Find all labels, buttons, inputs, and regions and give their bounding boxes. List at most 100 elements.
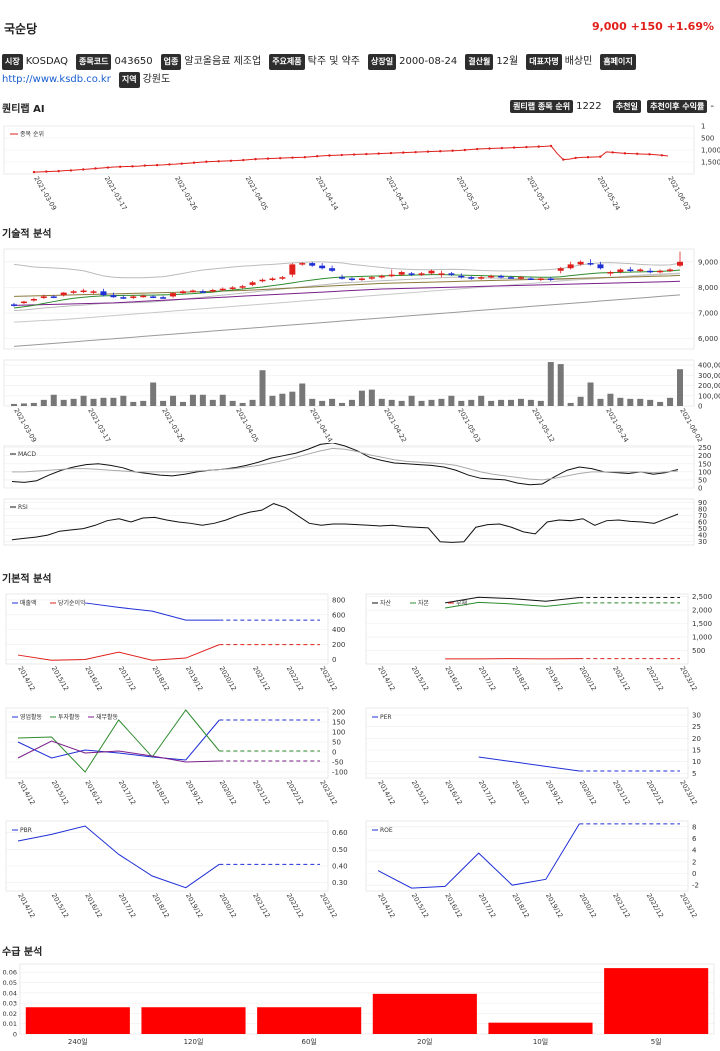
x-tick-label: 2022/12 — [285, 779, 305, 806]
legend-label: PBR — [20, 827, 32, 834]
y-tick-label: 2,000 — [692, 607, 712, 615]
rank-point — [328, 154, 331, 157]
info-value: 12월 — [496, 56, 519, 67]
volume-bar — [189, 394, 196, 406]
info-value: 강원도 — [142, 74, 171, 85]
candle-body — [219, 288, 226, 291]
y-tick-label: 0.30 — [332, 879, 348, 887]
volume-bar — [418, 400, 425, 406]
series-line — [17, 740, 220, 763]
rank-point — [402, 151, 405, 154]
x-tick-label: 2018/12 — [510, 892, 530, 919]
y-tick-label: 0 — [332, 656, 336, 664]
volume-bar — [398, 400, 405, 406]
candle-body — [90, 291, 97, 293]
rank-point — [266, 157, 270, 160]
rank-point — [599, 155, 602, 158]
legend-label: MACD — [18, 451, 36, 458]
indicator-line — [11, 503, 679, 543]
legend-label: 부채 — [456, 599, 467, 607]
rank-point — [537, 145, 540, 148]
candle-body — [339, 277, 346, 279]
y-tick-label: 6,000 — [698, 335, 718, 343]
x-tick-label: 2017/12 — [477, 779, 497, 806]
rank-point — [303, 155, 307, 159]
x-tick-label: 2021/12 — [251, 665, 271, 692]
volume-bar — [70, 398, 77, 406]
x-tick-label: 2016/12 — [443, 665, 463, 692]
volume-bar — [50, 394, 57, 406]
volume-bar — [567, 402, 574, 406]
rank-point — [279, 156, 282, 160]
candle-body — [547, 278, 554, 280]
rank-point — [57, 169, 60, 173]
volume-bar — [388, 399, 395, 406]
series-line — [478, 756, 580, 772]
legend-label: 매출액 — [20, 599, 37, 607]
x-tick-label: 2021-04-05 — [234, 407, 260, 444]
volume-bar — [279, 393, 286, 406]
plot-frame — [365, 820, 689, 892]
y-tick-label: 100 — [332, 729, 345, 737]
x-tick-label: 2021-03-09 — [12, 407, 38, 444]
candle-body — [448, 273, 455, 275]
legend-label: RSI — [18, 504, 28, 511]
homepage-link[interactable]: http://www.ksdb.co.kr — [2, 74, 111, 85]
legend-label: 자산 — [380, 599, 392, 607]
x-tick-label: 2020/12 — [578, 892, 598, 919]
x-tick-label: 2021/12 — [611, 665, 631, 692]
volume-bar — [368, 389, 375, 406]
rec-date-tag: 추천일 — [612, 100, 641, 113]
volume-chart: 0 100,000 200,000 300,000 400,000 2021-03-09 2… — [3, 359, 720, 444]
x-tick-label: 2021-04-22 — [382, 407, 408, 444]
supply-bar — [257, 1007, 362, 1034]
candle-body — [110, 295, 117, 298]
plot-frame — [19, 963, 715, 1035]
x-tick-label: 2016/12 — [83, 892, 103, 919]
candle-body — [199, 291, 206, 293]
x-tick-label: 2019/12 — [544, 892, 564, 919]
indicator-line — [12, 447, 679, 481]
supply-chart: 0 0.01 0.02 0.03 0.04 0.05 0.06 240일 120일 60일 20일 1… — [3, 963, 715, 1046]
legend-label: 종목 순위 — [20, 130, 44, 138]
supply-bar — [141, 1007, 246, 1034]
x-tick-label: 2021-04-05 — [244, 175, 270, 212]
x-tick-label: 2021-03-26 — [160, 407, 186, 444]
candle-body — [80, 290, 87, 293]
series-line — [445, 596, 580, 604]
x-tick-label: 2014/12 — [16, 665, 36, 692]
volume-bar — [498, 399, 505, 406]
volume-bar — [428, 399, 435, 406]
y-tick-label: 600 — [332, 611, 345, 619]
x-tick-label: 2016/12 — [83, 779, 103, 806]
plot-frame — [365, 707, 689, 779]
x-tick-label: 2022/12 — [645, 665, 665, 692]
y-tick-label: 300,000 — [698, 372, 720, 380]
volume-bar — [90, 398, 97, 406]
volume-bar — [219, 394, 226, 406]
x-tick-label: 2021-04-14 — [308, 407, 334, 444]
y-tick-label: -2 — [692, 882, 699, 890]
price-change: +150 — [630, 20, 663, 33]
series-line — [17, 709, 220, 773]
y-tick-label: 0.03 — [3, 1000, 17, 1008]
volume-bar — [249, 399, 256, 406]
y-tick-label: 20 — [692, 735, 701, 743]
volume-bar — [508, 399, 515, 406]
x-tick-label: 2021/12 — [251, 779, 271, 806]
volume-bar — [120, 395, 127, 406]
x-tick-label: 2021-03-17 — [86, 407, 112, 444]
x-tick-label: 2014/12 — [376, 665, 396, 692]
volume-bar — [637, 398, 644, 406]
info-value: 탁주 및 약주 — [307, 56, 360, 67]
y-tick-label: 400,000 — [698, 362, 720, 370]
y-tick-label: 40 — [698, 532, 707, 540]
y-tick-label: 5 — [692, 770, 696, 778]
candle-body — [279, 277, 286, 279]
rank-point — [636, 152, 639, 156]
candle-body — [677, 261, 683, 266]
x-tick-label: 2023/12 — [678, 779, 698, 806]
rank-point — [451, 149, 454, 152]
candle-body — [358, 278, 365, 280]
